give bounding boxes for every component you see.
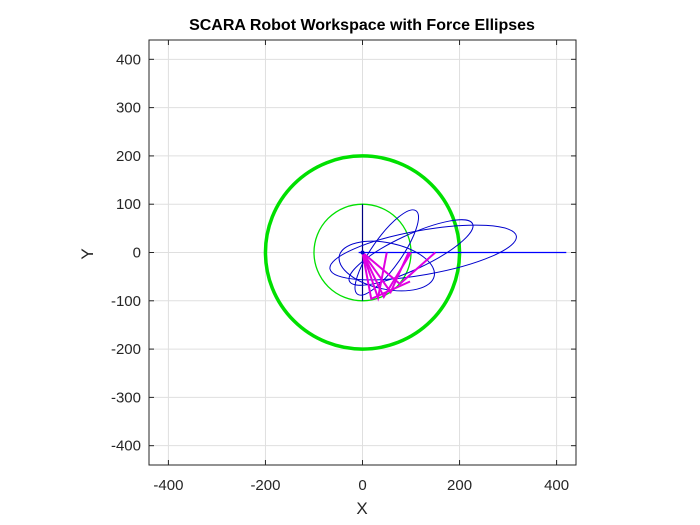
force-ellipse bbox=[338, 240, 435, 292]
x-tick-label: 200 bbox=[447, 477, 472, 494]
y-tick-label: -200 bbox=[111, 341, 141, 358]
y-tick-label: -300 bbox=[111, 389, 141, 406]
force-ellipse bbox=[329, 224, 517, 281]
chart-title: SCARA Robot Workspace with Force Ellipse… bbox=[189, 17, 535, 34]
plot-frame bbox=[148, 39, 577, 466]
y-axis-label: Y bbox=[78, 248, 97, 259]
axis-ticks: -400 -200 0 200 400 -400 -300 -200 -100 0 100 200 30… bbox=[111, 40, 576, 494]
plot-marks bbox=[263, 154, 567, 351]
y-tick-label: -400 bbox=[111, 438, 141, 455]
x-tick-label: 400 bbox=[544, 477, 569, 494]
y-tick-label: -100 bbox=[111, 293, 141, 310]
x-axis-label: X bbox=[356, 499, 367, 518]
x-tick-label: -400 bbox=[153, 477, 183, 494]
y-tick-label: 300 bbox=[116, 100, 141, 117]
x-tick-label: -200 bbox=[250, 477, 280, 494]
y-tick-label: 100 bbox=[116, 196, 141, 213]
force-ellipse bbox=[354, 209, 419, 296]
robot-link bbox=[361, 251, 436, 286]
x-tick-label: 0 bbox=[358, 477, 366, 494]
y-tick-label: 200 bbox=[116, 148, 141, 165]
robot-base-point bbox=[360, 250, 365, 255]
robot-link bbox=[361, 251, 410, 295]
y-tick-label: 0 bbox=[133, 245, 141, 262]
robot-link bbox=[361, 252, 411, 301]
y-tick-label: 400 bbox=[116, 51, 141, 68]
robot-link bbox=[361, 252, 388, 302]
